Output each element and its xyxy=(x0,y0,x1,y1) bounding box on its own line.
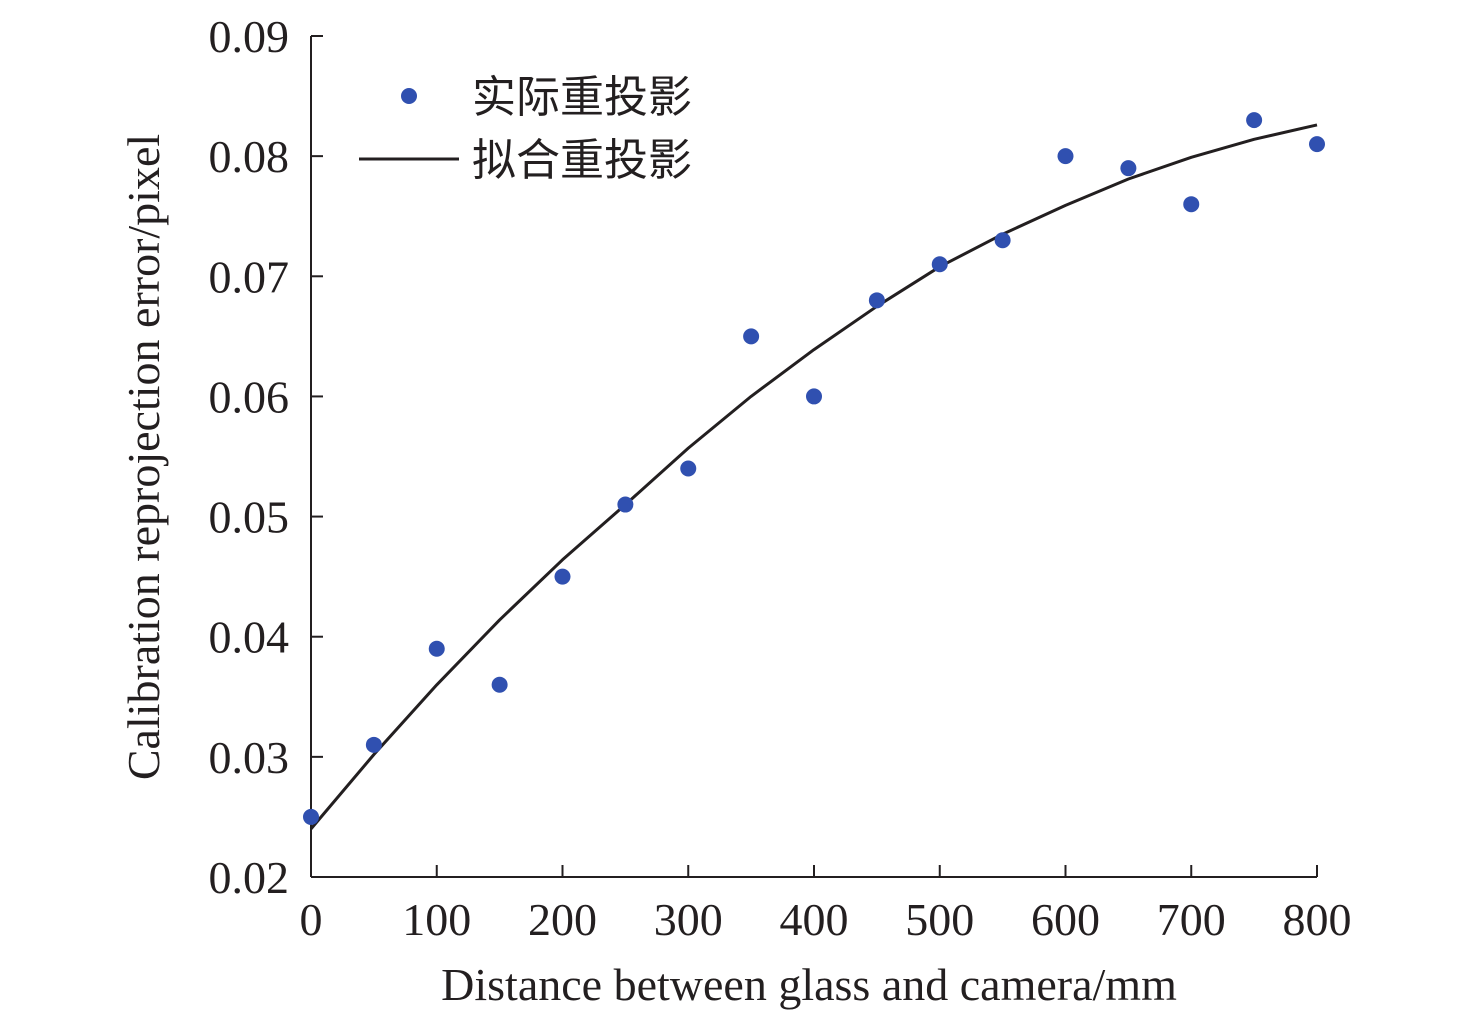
data-point xyxy=(806,388,822,405)
x-axis-title: Distance between glass and camera/mm xyxy=(441,959,1177,1010)
x-tick-label: 200 xyxy=(528,894,597,945)
legend-label-scatter: 实际重投影 xyxy=(472,72,692,123)
data-point xyxy=(1309,136,1325,153)
data-point xyxy=(1183,196,1200,213)
y-tick-label: 0.04 xyxy=(209,612,290,663)
y-tick-label: 0.08 xyxy=(209,131,290,182)
y-tick-label: 0.06 xyxy=(209,371,290,422)
data-point xyxy=(1057,148,1074,165)
x-tick-label: 800 xyxy=(1283,894,1352,945)
legend-label-line: 拟合重投影 xyxy=(472,135,692,186)
y-tick-label: 0.07 xyxy=(209,251,290,302)
data-point xyxy=(303,808,319,825)
x-tick-label: 0 xyxy=(300,894,323,945)
data-point xyxy=(1120,160,1137,177)
data-point xyxy=(868,292,885,309)
points-layer xyxy=(303,112,1325,825)
y-tick-label: 0.09 xyxy=(209,11,290,62)
fit-line xyxy=(309,123,1318,830)
data-point xyxy=(743,328,760,345)
data-point xyxy=(617,496,634,513)
x-tick-label: 500 xyxy=(905,894,974,945)
y-tick-label: 0.03 xyxy=(209,732,290,783)
data-point xyxy=(428,640,445,657)
x-tick-label: 300 xyxy=(654,894,723,945)
data-point xyxy=(994,232,1011,249)
x-tick-label: 600 xyxy=(1031,894,1100,945)
y-tick-label: 0.05 xyxy=(209,492,290,543)
axes: 0.02 0.03 0.04 0.05 0.06 0.07 0.08 0.09 0 100 200 3… xyxy=(209,11,1352,945)
fit-line-layer xyxy=(309,123,1318,830)
x-tick-label: 100 xyxy=(402,894,471,945)
legend-marker-scatter xyxy=(401,88,417,104)
data-point xyxy=(931,256,948,273)
data-point xyxy=(554,568,571,585)
data-point xyxy=(491,676,508,693)
data-point xyxy=(365,736,382,753)
data-point xyxy=(680,460,697,477)
y-axis-title: Calibration reprojection error/pixel xyxy=(118,134,169,780)
data-point xyxy=(1246,112,1263,129)
x-tick-label: 400 xyxy=(780,894,849,945)
y-tick-label: 0.02 xyxy=(209,852,290,903)
x-tick-label: 700 xyxy=(1157,894,1226,945)
